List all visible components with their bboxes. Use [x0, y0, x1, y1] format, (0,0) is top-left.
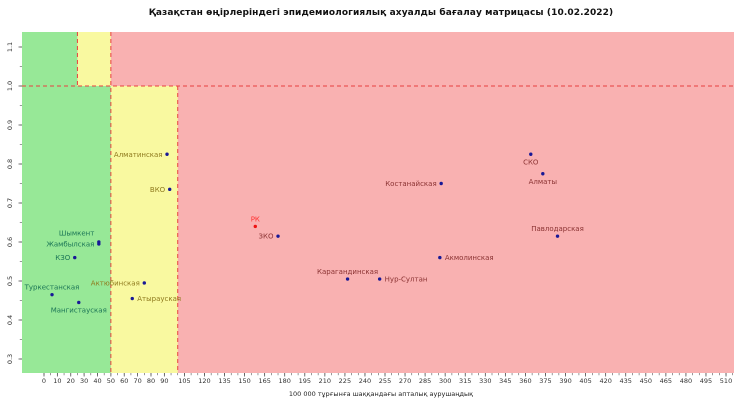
point-label: Карагандинская — [317, 268, 378, 276]
y-tick-label: 0.5 — [6, 276, 14, 286]
y-tick-label: 0.7 — [6, 198, 14, 208]
x-tick-label: 330 — [479, 377, 491, 385]
y-tick-label: 0.8 — [6, 159, 14, 169]
x-tick-label: 465 — [660, 377, 672, 385]
point-label: Нур-Султан — [385, 276, 428, 284]
data-point — [130, 296, 134, 301]
x-tick-label: 450 — [640, 377, 652, 385]
x-tick-label: 195 — [299, 377, 311, 385]
point-label: Павлодарская — [531, 225, 584, 233]
data-point — [345, 277, 350, 281]
x-tick-label: 40 — [93, 377, 101, 385]
zone-green-below-rect — [22, 86, 111, 373]
point-label: Жамбылская — [46, 240, 94, 248]
x-axis-title: 100 000 тұрғынға шаққандағы апталық ауру… — [288, 390, 474, 398]
x-tick-label: 120 — [198, 377, 210, 385]
y-tick-label: 1.0 — [6, 81, 14, 91]
x-tick-label: 50 — [107, 377, 115, 385]
x-tick-label: 225 — [339, 377, 351, 385]
point-label: Алматинская — [114, 151, 163, 159]
x-tick-label: 315 — [459, 377, 471, 385]
x-tick-label: 480 — [680, 377, 692, 385]
data-point — [541, 172, 545, 176]
x-tick-label: 405 — [579, 377, 591, 385]
x-tick-label: 270 — [399, 377, 411, 385]
point-label: Мангистауская — [51, 306, 107, 314]
point-label: КЗО — [55, 254, 70, 262]
x-tick-label: 165 — [258, 377, 270, 385]
x-tick-label: 20 — [67, 377, 75, 385]
data-point — [377, 277, 382, 281]
point-label: Акмолинская — [445, 254, 494, 262]
x-tick-label: 300 — [439, 377, 451, 385]
data-point — [253, 224, 257, 229]
point-label: Туркестанская — [24, 284, 80, 292]
zone-yellow-above-rect — [77, 32, 111, 86]
point-label: Костанайская — [385, 180, 436, 188]
y-tick-label: 0.3 — [6, 354, 14, 364]
y-tick-label: 1.1 — [6, 42, 14, 52]
x-tick-label: 180 — [279, 377, 291, 385]
x-tick-label: 285 — [419, 377, 431, 385]
data-point — [168, 187, 172, 192]
data-point — [439, 181, 443, 186]
point-label: Шымкент — [59, 230, 94, 238]
data-point — [97, 242, 101, 246]
x-tick-label: 10 — [53, 377, 61, 385]
y-tick-label: 0.6 — [6, 237, 14, 247]
x-tick-label: 255 — [379, 377, 391, 385]
data-point — [555, 234, 560, 238]
x-tick-label: 60 — [120, 377, 128, 385]
chart-title: Қазақстан өңірлеріндегі эпидемиологиялық… — [148, 8, 614, 18]
point-label: Атырауская — [137, 295, 181, 303]
zone-yellow-below-rect — [110, 86, 178, 373]
data-point — [438, 255, 442, 260]
point-label: Алматы — [529, 178, 557, 186]
data-point — [165, 152, 169, 156]
x-tick-label: 420 — [599, 377, 611, 385]
zone-green-above-rect — [22, 32, 78, 86]
x-tick-label: 375 — [539, 377, 551, 385]
data-point — [276, 234, 280, 238]
point-label: ВКО — [150, 186, 166, 194]
point-label: Актюбинская — [91, 279, 140, 287]
x-tick-label: 0 — [42, 377, 46, 385]
x-tick-label: 360 — [519, 377, 531, 385]
x-tick-label: 90 — [160, 377, 168, 385]
x-tick-label: 510 — [720, 377, 732, 385]
data-point — [73, 255, 77, 260]
x-tick-label: 135 — [218, 377, 230, 385]
x-tick-label: 150 — [238, 377, 250, 385]
x-tick-label: 70 — [133, 377, 141, 385]
point-label: РК — [251, 215, 260, 223]
x-tick-label: 210 — [319, 377, 331, 385]
x-tick-label: 390 — [559, 377, 571, 385]
x-tick-label: 80 — [147, 377, 155, 385]
data-point — [50, 292, 54, 297]
y-tick-label: 0.9 — [6, 120, 14, 130]
point-label: СКО — [523, 158, 539, 166]
point-label: ЗКО — [259, 233, 274, 241]
x-tick-label: 105 — [178, 377, 190, 385]
x-tick-label: 345 — [499, 377, 511, 385]
data-point — [529, 152, 533, 156]
x-tick-label: 495 — [700, 377, 712, 385]
y-tick-label: 0.4 — [6, 315, 14, 325]
x-tick-label: 435 — [620, 377, 632, 385]
data-point — [142, 281, 146, 285]
x-tick-label: 240 — [359, 377, 371, 385]
x-tick-label: 30 — [80, 377, 88, 385]
data-point — [77, 300, 81, 305]
